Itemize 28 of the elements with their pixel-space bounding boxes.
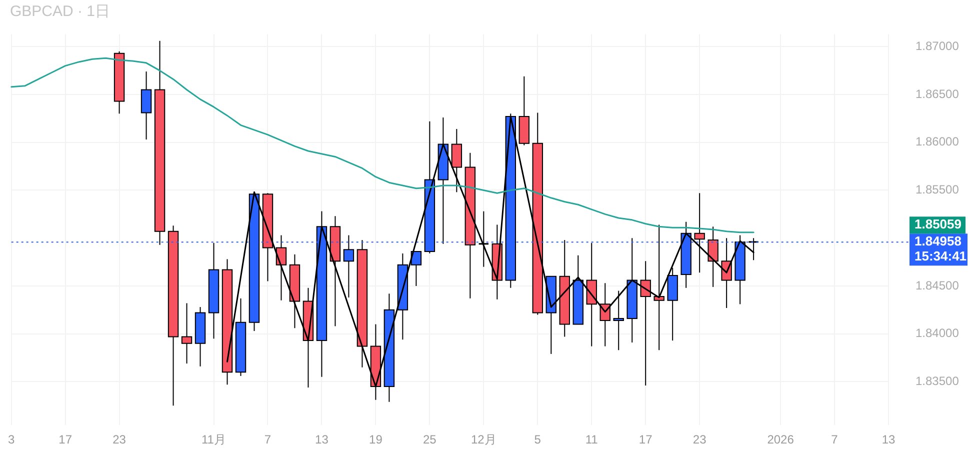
x-tick-label: 23 [112, 432, 126, 446]
ref-line-label: 1.84958 [914, 234, 962, 249]
y-tick-label: 1.86000 [916, 134, 960, 149]
y-tick-label: 1.87000 [916, 38, 960, 53]
y-tick-label: 1.84000 [916, 326, 960, 340]
x-tick-label: 3 [8, 432, 15, 446]
x-tick-label: 25 [422, 432, 437, 446]
x-tick-label: 7 [831, 432, 838, 446]
y-tick-label: 1.84500 [916, 278, 960, 292]
x-tick-label: 19 [369, 432, 383, 446]
x-tick-label: 11月 [202, 432, 226, 446]
x-tick-label: 5 [534, 432, 542, 446]
y-tick-label: 1.86500 [916, 86, 960, 101]
x-tick-label: 17 [58, 432, 72, 446]
x-tick-label: 7 [264, 432, 272, 446]
chart-title: GBPCAD · 1日 [10, 3, 110, 20]
text: 15:34:41 [914, 248, 967, 264]
y-tick-label: 1.85500 [916, 182, 960, 197]
x-tick-label: 11 [585, 432, 598, 446]
candlestick [478, 210, 490, 268]
y-tick-label: 1.83500 [916, 374, 960, 388]
x-tick-label: 13 [882, 432, 896, 446]
x-tick-label: 12月 [470, 432, 496, 446]
x-tick-label: 13 [315, 432, 329, 446]
x-tick-label: 2026 [767, 432, 794, 446]
text: 1.85059 [914, 216, 962, 232]
x-tick-label: 17 [638, 432, 653, 446]
x-tick-label: 23 [692, 432, 707, 446]
